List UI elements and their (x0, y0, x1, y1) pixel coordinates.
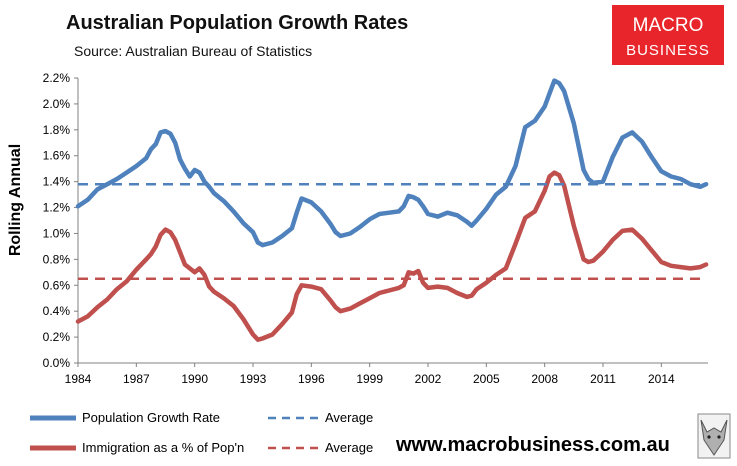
y-axis-label: Rolling Annual (7, 144, 24, 256)
y-tick-label: 1.4% (43, 175, 71, 189)
series-lines (75, 78, 709, 342)
y-tick-label: 0.8% (43, 252, 71, 266)
y-tick-label: 0.0% (43, 356, 71, 370)
macro-business-logo: MACRO BUSINESS (612, 5, 724, 65)
chart-subtitle: Source: Australian Bureau of Statistics (74, 43, 312, 59)
immigration-rate-line (75, 170, 709, 342)
axes (74, 77, 708, 367)
legend-label-population: Population Growth Rate (82, 410, 220, 425)
x-tick-label: 2002 (415, 372, 442, 386)
y-tick-label: 2.2% (43, 71, 71, 85)
legend-label-immigration: Immigration as a % of Pop'n (82, 440, 244, 455)
y-tick-label: 1.8% (43, 123, 71, 137)
y-tick-label: 1.2% (43, 201, 71, 215)
y-tick-labels: 0.0% 0.2% 0.4% 0.6% 0.8% 1.0% 1.2% 1.4% 1.6% 1.8%… (43, 71, 71, 370)
x-tick-label: 1993 (240, 372, 267, 386)
y-tick-label: 1.6% (43, 149, 71, 163)
population-growth-rate-line (75, 78, 709, 248)
x-tick-label: 1996 (298, 372, 325, 386)
x-tick-label: 1999 (356, 372, 383, 386)
logo-line-1: MACRO (633, 15, 704, 36)
y-tick-label: 0.4% (43, 304, 71, 318)
x-tick-label: 1990 (181, 372, 208, 386)
legend: Population Growth Rate Average Immigrati… (30, 410, 373, 455)
y-tick-label: 1.0% (43, 226, 71, 240)
x-tick-label: 1987 (123, 372, 150, 386)
y-tick-label: 0.2% (43, 330, 71, 344)
x-tick-label: 2011 (590, 372, 616, 386)
x-tick-label: 2014 (648, 372, 675, 386)
legend-label-immigration-average: Average (325, 440, 373, 455)
x-tick-label: 1984 (65, 372, 92, 386)
x-tick-label: 2005 (473, 372, 500, 386)
wolf-badge-icon (697, 413, 731, 459)
logo-background (612, 5, 724, 65)
y-tick-label: 0.6% (43, 278, 71, 292)
y-tick-label: 2.0% (43, 97, 71, 111)
x-tick-label: 2008 (531, 372, 558, 386)
chart-title: Australian Population Growth Rates (66, 12, 408, 34)
website-url: www.macrobusiness.com.au (395, 434, 670, 456)
legend-label-population-average: Average (325, 410, 373, 425)
logo-line-2: BUSINESS (626, 42, 710, 59)
x-tick-labels: 1984 1987 1990 1993 1996 1999 2002 2005 2008 2011… (65, 372, 675, 386)
